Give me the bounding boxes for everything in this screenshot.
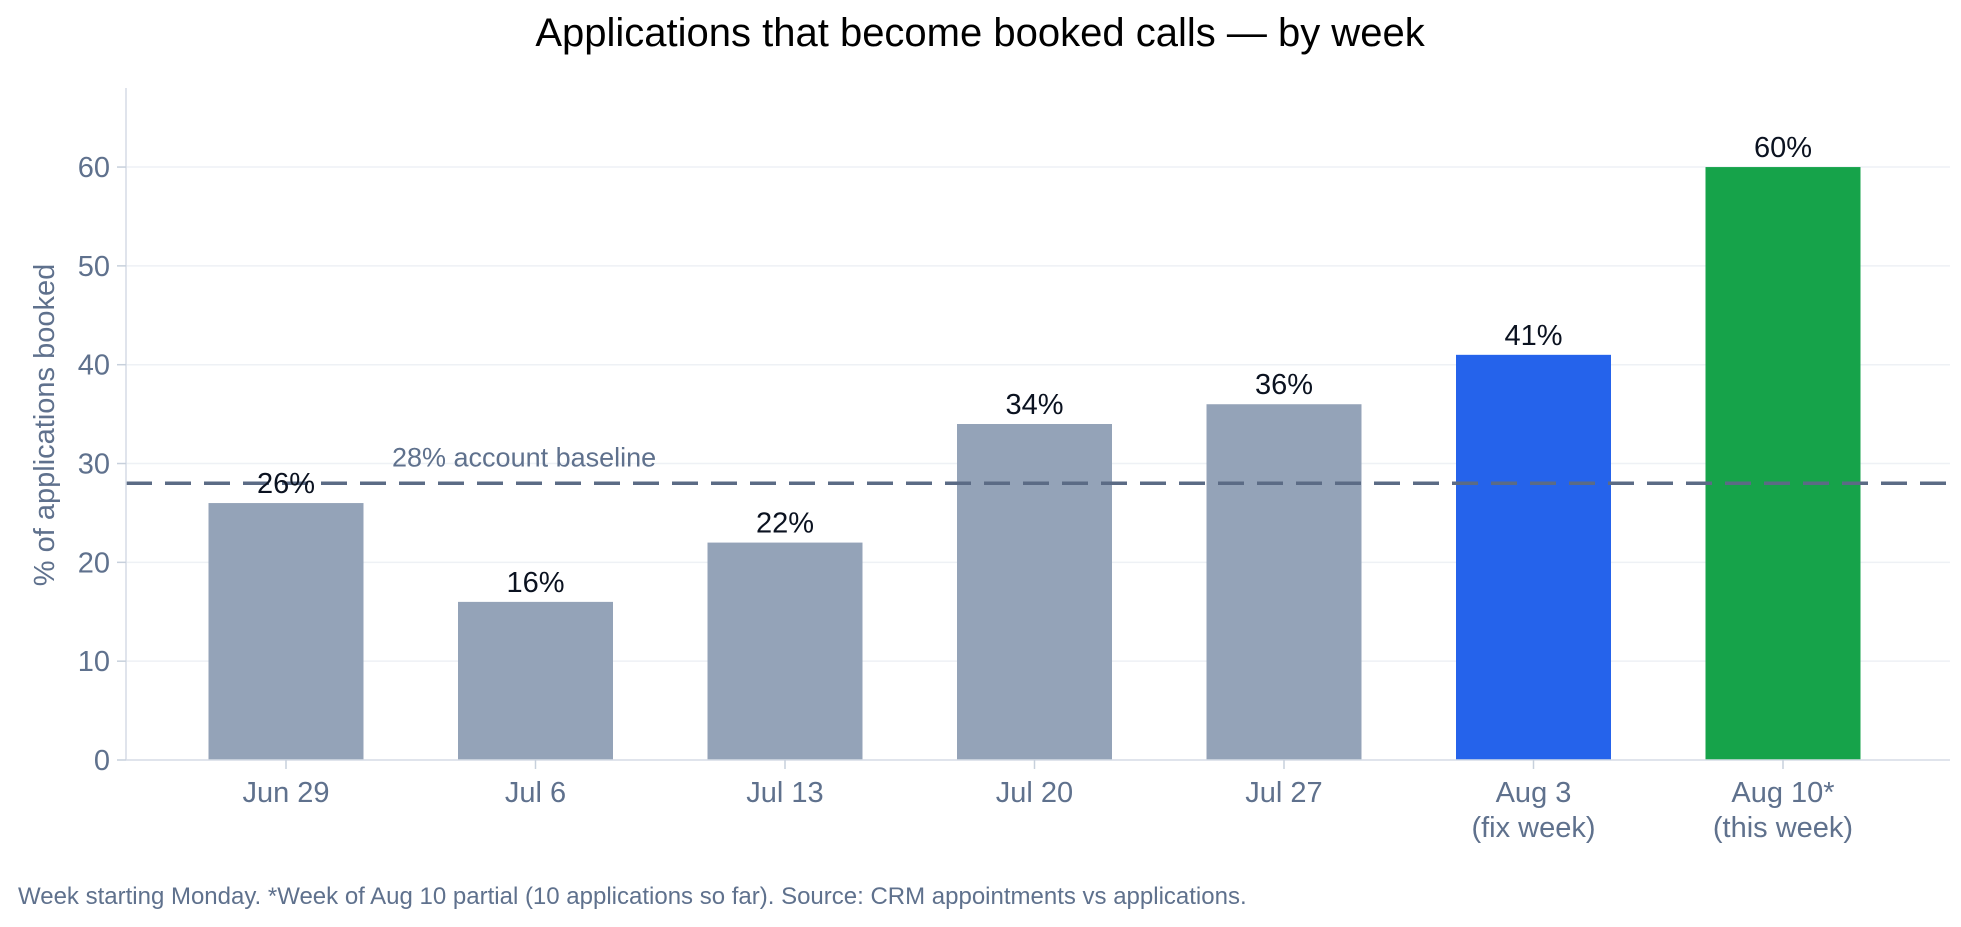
baseline-label: 28% account baseline — [392, 442, 656, 472]
data-label: 41% — [1504, 320, 1562, 352]
data-label: 34% — [1005, 389, 1063, 421]
x-tick-label: Jul 27 — [1245, 777, 1322, 809]
bar — [208, 503, 364, 760]
bar — [1705, 167, 1861, 760]
y-tick-label: 30 — [78, 449, 110, 481]
footnote: Week starting Monday. *Week of Aug 10 pa… — [18, 883, 1247, 910]
bar — [1456, 354, 1611, 760]
x-tick-label: Aug 3 — [1496, 777, 1572, 809]
data-label: 22% — [756, 508, 814, 540]
x-tick-label: Jul 20 — [996, 777, 1073, 809]
y-tick-label: 20 — [78, 547, 110, 579]
x-tick-label: Aug 10* — [1731, 777, 1834, 809]
y-tick-label: 40 — [78, 350, 110, 382]
data-labels: 26% 16% 22% 34% 36% 41% 60% — [257, 132, 1812, 599]
bar — [458, 601, 613, 760]
x-tick-label: Jul 6 — [505, 777, 566, 809]
y-tick-label: 10 — [78, 646, 110, 678]
data-label: 16% — [506, 567, 564, 599]
x-tick-label: Jul 13 — [746, 777, 823, 809]
bar — [957, 424, 1112, 760]
bar — [1206, 404, 1362, 760]
x-tick-label: Jun 29 — [242, 777, 329, 809]
bars — [208, 167, 1861, 760]
x-tick-label: (this week) — [1713, 812, 1853, 844]
bar — [707, 542, 863, 760]
data-label: 60% — [1754, 132, 1812, 164]
axes — [125, 88, 1950, 761]
data-label: 36% — [1255, 369, 1313, 401]
y-tick-label: 50 — [78, 251, 110, 283]
y-tick-label: 60 — [78, 152, 110, 184]
x-tick-label: (fix week) — [1471, 812, 1595, 844]
baseline-reference: 28% account baseline — [126, 442, 1950, 486]
x-axis-ticks: Jun 29 Jul 6 Jul 13 Jul 20 Jul 27 Aug 3(fix w… — [242, 760, 1853, 844]
chart-title: Applications that become booked calls — … — [535, 11, 1425, 55]
y-axis-ticks: 0 10 20 30 40 50 60 — [78, 152, 126, 777]
y-tick-label: 0 — [94, 745, 110, 777]
data-label: 26% — [257, 468, 315, 500]
y-axis-label: % of applications booked — [29, 264, 61, 586]
